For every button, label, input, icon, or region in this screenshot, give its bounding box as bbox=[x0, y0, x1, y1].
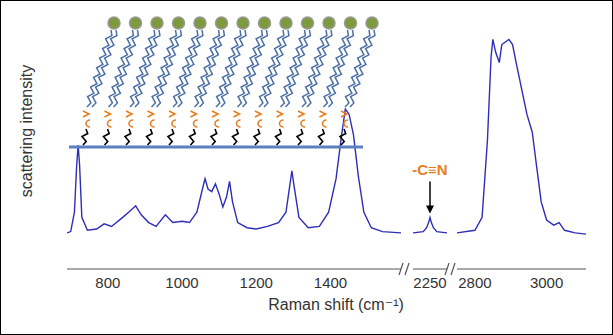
svg-text:-C≡N: -C≡N bbox=[412, 161, 447, 178]
html-text:scattering intensity: scattering intensity bbox=[18, 64, 35, 198]
svg-text:1000: 1000 bbox=[165, 274, 198, 291]
svg-text:1400: 1400 bbox=[314, 274, 347, 291]
svg-text:3000: 3000 bbox=[530, 274, 563, 291]
svg-text:800: 800 bbox=[95, 274, 120, 291]
svg-text:1200: 1200 bbox=[240, 274, 273, 291]
svg-text:2250: 2250 bbox=[413, 274, 446, 291]
svg-text:2800: 2800 bbox=[458, 274, 491, 291]
html-text:Raman shift (cm⁻¹): Raman shift (cm⁻¹) bbox=[268, 296, 404, 313]
